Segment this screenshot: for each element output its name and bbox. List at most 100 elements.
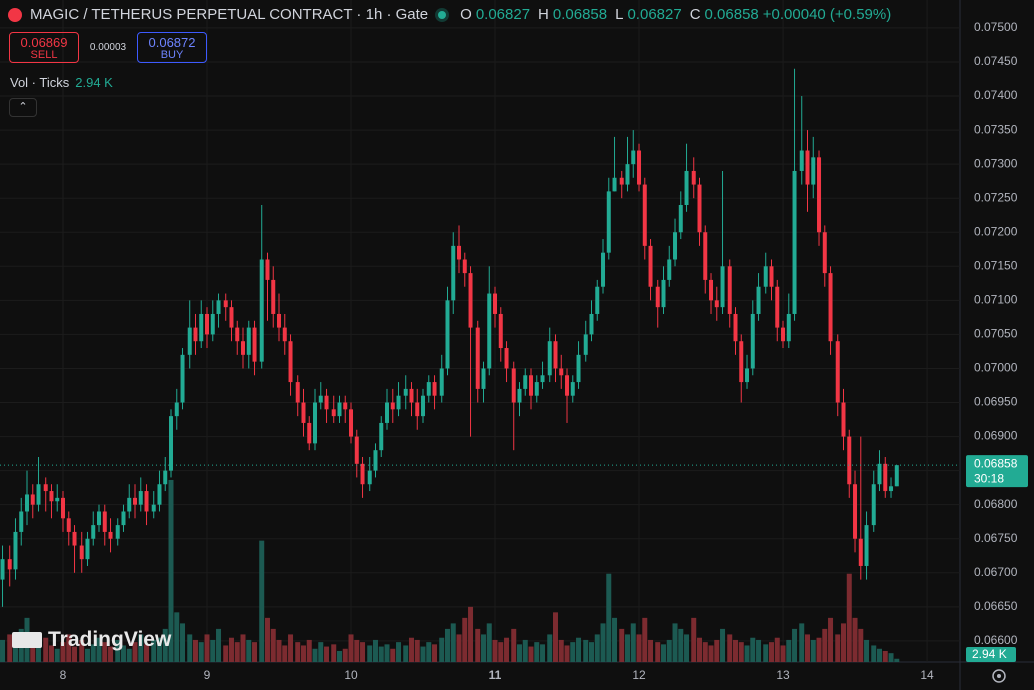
volume-bar [540, 644, 546, 662]
candle-body [684, 170, 689, 206]
candle-body [343, 402, 348, 410]
collapse-button[interactable]: ⌃ [9, 98, 37, 117]
candle-body [439, 368, 444, 396]
candle-body [481, 368, 486, 389]
candle-body [661, 279, 666, 308]
y-tick-label: 0.06700 [974, 565, 1018, 579]
volume-bar [367, 645, 373, 662]
candle-body [642, 184, 647, 246]
volume-bar [432, 644, 438, 662]
y-tick-label: 0.06950 [974, 395, 1018, 409]
volume-bar [720, 628, 726, 662]
volume-bar [210, 639, 216, 662]
volume-bar [684, 634, 690, 662]
candle-body [277, 313, 282, 328]
volume-bar [403, 645, 409, 662]
candle-body [739, 341, 744, 383]
candle-body [252, 327, 257, 362]
candle-body [799, 150, 804, 171]
candle-body [583, 334, 588, 355]
volume-bar [187, 634, 193, 662]
volume-value: 2.94 K [75, 75, 113, 90]
volume-bar [648, 639, 654, 662]
candle-body [324, 395, 329, 410]
candle-body [468, 273, 473, 328]
candle-body [858, 538, 863, 566]
volume-bar [750, 637, 756, 662]
volume-bar [228, 637, 234, 662]
low-value: 0.06827 [627, 6, 682, 23]
y-tick-label: 0.07450 [974, 54, 1018, 68]
volume-tag-label: 2.94 K [972, 647, 1007, 661]
volume-bar [144, 644, 150, 662]
candle-body [559, 368, 564, 376]
spread: 0.00003 [89, 42, 127, 53]
candle-body [426, 382, 431, 396]
candle-body [589, 313, 594, 335]
y-tick-label: 0.06650 [974, 599, 1018, 613]
volume-bar [864, 639, 870, 662]
volume-bar [48, 645, 54, 662]
buy-button[interactable]: 0.06872 BUY [137, 32, 207, 63]
open-value: 0.06827 [475, 6, 531, 23]
candle-body [396, 395, 401, 410]
candle-body [475, 327, 480, 389]
volume-bar [132, 642, 138, 662]
volume-bar [30, 639, 36, 662]
x-tick-label: 8 [60, 668, 67, 682]
volume-bar [288, 634, 294, 662]
candle-body [367, 470, 372, 485]
candle-body [235, 327, 240, 342]
candle-body [498, 313, 503, 349]
candle-body [180, 354, 185, 403]
candle-body [565, 375, 570, 396]
volume-bar [576, 637, 582, 662]
candle-body [97, 511, 102, 526]
candle-body [331, 409, 336, 417]
volume-bar [498, 642, 504, 662]
candle-body [756, 286, 761, 314]
volume-bar [655, 642, 661, 662]
candle-body [648, 245, 653, 287]
volume-bar [636, 634, 642, 662]
candle-body [66, 518, 71, 532]
volume-bar [666, 639, 672, 662]
sell-button[interactable]: 0.06869 SELL [9, 32, 79, 63]
candle-body [504, 348, 509, 369]
candle-body [61, 497, 66, 519]
volume-bar [151, 639, 157, 662]
volume-bar [115, 639, 121, 662]
candle-body [157, 484, 162, 505]
volume-bar [816, 637, 822, 662]
candle-body [697, 184, 702, 233]
high-value: 0.06858 [552, 6, 608, 23]
candle-body [133, 497, 138, 505]
volume-bar [43, 637, 49, 662]
volume-bar [696, 637, 702, 662]
volume-bar [534, 642, 540, 662]
candle-body [720, 266, 725, 308]
candle-body [493, 293, 498, 314]
candle-body [36, 484, 41, 505]
candle-body [811, 157, 816, 185]
volume-bar [246, 639, 252, 662]
volume-bar [799, 623, 805, 662]
volume-bar [318, 642, 324, 662]
candle-body [271, 279, 276, 314]
candle-body [553, 341, 558, 369]
chart-title[interactable]: MAGIC / TETHERUS PERPETUAL CONTRACT · 1h… [30, 6, 429, 23]
volume-bar [324, 646, 330, 662]
volume-bar [660, 644, 666, 662]
volume-bar [708, 645, 714, 662]
candle-body [625, 164, 630, 185]
candle-body [169, 416, 174, 471]
volume-bar [120, 645, 126, 662]
candle-body [307, 422, 312, 444]
volume-bar [336, 650, 342, 662]
candle-body [570, 382, 575, 396]
candle-body [529, 375, 534, 396]
volume-bar [841, 623, 847, 662]
candle-body [241, 341, 246, 355]
volume-bar [60, 642, 66, 662]
volume-bar [894, 658, 900, 662]
